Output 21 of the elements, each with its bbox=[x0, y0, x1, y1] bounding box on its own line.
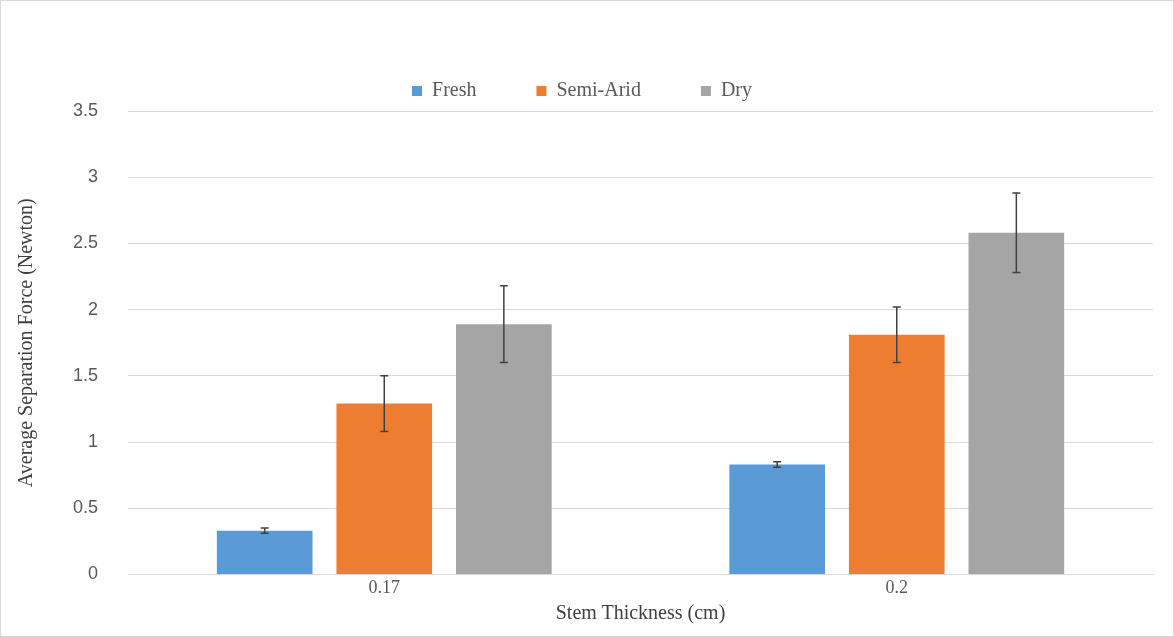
y-tick-label: 2.5 bbox=[72, 232, 99, 253]
bar bbox=[968, 232, 1065, 574]
bar bbox=[456, 324, 552, 574]
legend-label: Semi-Arid bbox=[556, 78, 641, 101]
y-tick-label: 0.5 bbox=[72, 497, 99, 518]
bar bbox=[729, 464, 826, 574]
legend-label: Fresh bbox=[432, 78, 477, 101]
x-tick-label: 0.2 bbox=[885, 576, 909, 597]
legend-label: Dry bbox=[720, 78, 752, 102]
y-tick-label: 2 bbox=[88, 298, 99, 319]
y-tick-label: 1 bbox=[88, 430, 99, 451]
x-axis-title: Stem Thickness (cm) bbox=[555, 601, 726, 625]
y-tick-label: 0 bbox=[88, 563, 99, 584]
y-tick-label: 3.5 bbox=[72, 99, 99, 120]
y-tick-label: 3 bbox=[88, 166, 99, 187]
y-axis-title: Average Separation Force (Newton) bbox=[14, 198, 38, 488]
x-tick-label: 0.17 bbox=[368, 576, 401, 597]
bar bbox=[336, 403, 433, 574]
bar bbox=[216, 530, 313, 574]
bar bbox=[848, 334, 945, 574]
y-tick-label: 1.5 bbox=[72, 364, 99, 385]
